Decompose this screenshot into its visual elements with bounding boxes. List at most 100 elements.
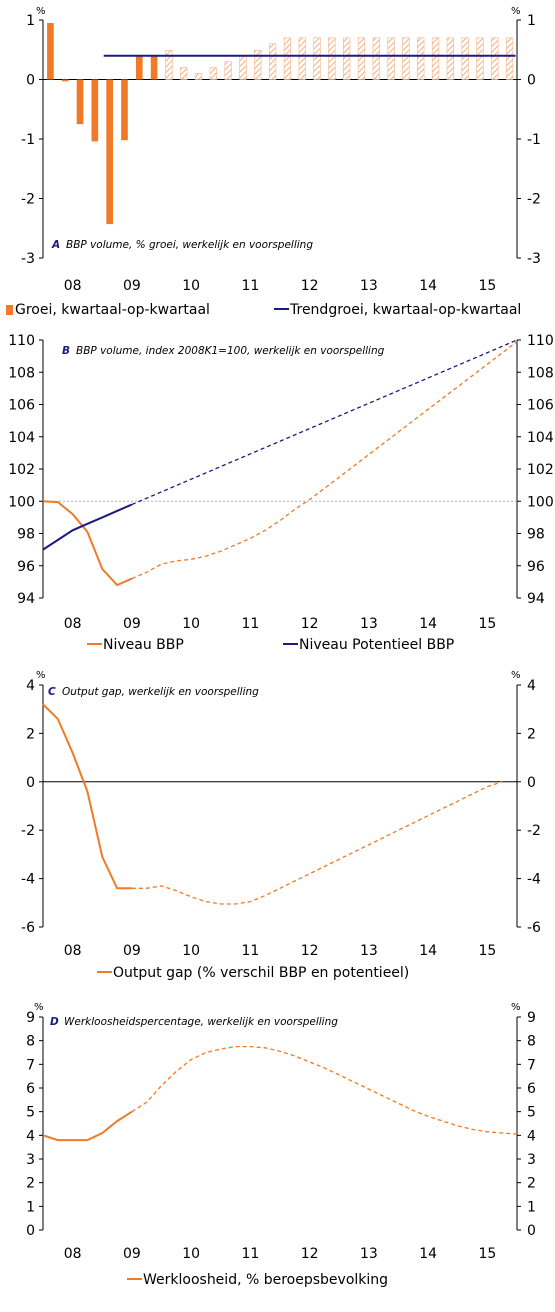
panel-d-ytick-label-right: 5 xyxy=(527,1105,536,1121)
panel-d-ytick-label-right: 0 xyxy=(527,1223,536,1239)
panel-d-ytick-label-right: 3 xyxy=(527,1152,536,1168)
growth-bar-forecast xyxy=(491,37,499,80)
legend-label-gdp: Niveau BBP xyxy=(103,637,184,653)
panel-a-xtick-label: 11 xyxy=(241,278,259,294)
panel-c-xtick-label: 12 xyxy=(301,943,319,959)
panel-b-ytick-label-right: 104 xyxy=(527,430,554,446)
panel-a-ytick-label-left: 1 xyxy=(26,13,35,29)
panel-b-ytick-label-left: 108 xyxy=(8,365,35,381)
growth-bar-forecast xyxy=(268,43,277,80)
series-b-0-forecast-line xyxy=(131,341,518,580)
panel-b-xtick-label: 11 xyxy=(241,616,259,632)
panel-c-ytick-label-right: -4 xyxy=(527,872,541,888)
panel-b-ytick-label-left: 110 xyxy=(8,333,35,349)
panel-a-ytick-label-left: 0 xyxy=(26,73,35,89)
growth-bar-forecast xyxy=(165,50,173,80)
growth-bar-forecast xyxy=(372,37,380,80)
panel-b-ytick-label-left: 104 xyxy=(8,430,35,446)
panel-d-xtick-label: 15 xyxy=(478,1246,496,1262)
growth-bar-actual xyxy=(76,79,84,125)
panel-a-xtick-label: 12 xyxy=(301,278,319,294)
growth-bar-forecast xyxy=(343,37,351,80)
panel-c-ytick-label-left: 4 xyxy=(26,678,35,694)
series-c-0-forecast-line xyxy=(131,781,503,905)
panel-c-ytick-label-left: -2 xyxy=(21,823,35,839)
panel-c-xtick-label: 09 xyxy=(123,943,141,959)
panel-c-xtick-label: 08 xyxy=(64,943,82,959)
series-d-0-actual-line xyxy=(42,1110,133,1142)
panel-c-ytick-label-left: 0 xyxy=(26,775,35,791)
legend-swatch-growth xyxy=(6,305,13,315)
growth-bar-actual xyxy=(91,79,99,142)
panel-a-ytick-label-right: -2 xyxy=(527,192,541,208)
panel-a-title: BBP volume, % groei, werkelijk en voorsp… xyxy=(66,239,313,251)
panel-b-ytick-label-left: 102 xyxy=(8,462,35,478)
panel-c-ytick-label-left: -4 xyxy=(21,872,35,888)
panel-d-letter: D xyxy=(50,1016,59,1028)
panel-a-ytick-label-right: 1 xyxy=(527,13,536,29)
panel-b-ytick-label-right: 110 xyxy=(527,333,554,349)
series-b-1-actual-line xyxy=(42,503,133,551)
growth-bar-forecast xyxy=(402,37,410,80)
panel-b-ytick-label-right: 108 xyxy=(527,365,554,381)
growth-bar-forecast xyxy=(180,67,188,80)
panel-c-legend: Output gap (% verschil BBP en potentieel… xyxy=(97,965,409,981)
panel-b-legend: Niveau BBP Niveau Potentieel BBP xyxy=(87,637,454,653)
panel-d-ytick-label-right: 2 xyxy=(527,1176,536,1192)
panel-d-ytick-label-right: 1 xyxy=(527,1199,536,1215)
panel-b-ytick-label-right: 96 xyxy=(527,559,545,575)
panel-d-unit-right: % xyxy=(511,1002,521,1013)
panel-b-ytick-label-right: 100 xyxy=(527,494,554,510)
growth-bar-actual xyxy=(61,79,69,82)
panel-a-unit-right: % xyxy=(511,6,521,17)
legend-label-c: Output gap (% verschil BBP en potentieel… xyxy=(113,965,409,981)
panel-b-xtick-label: 13 xyxy=(360,616,378,632)
panel-d-xtick-label: 12 xyxy=(301,1246,319,1262)
panel-a-ytick-label-right: -1 xyxy=(527,132,541,148)
growth-bar-forecast xyxy=(298,37,306,80)
panel-c-title: Output gap, werkelijk en voorspelling xyxy=(62,686,259,698)
panel-d-xtick-label: 08 xyxy=(64,1246,82,1262)
growth-bar-actual xyxy=(121,79,128,141)
panel-d-ytick-label-right: 8 xyxy=(527,1034,536,1050)
panel-d-ytick-label-left: 1 xyxy=(26,1199,35,1215)
panel-d-ytick-label-right: 4 xyxy=(527,1128,536,1144)
growth-bar-actual xyxy=(106,79,113,225)
panel-b-ytick-label-left: 98 xyxy=(17,527,35,543)
panel-a-xtick-label: 15 xyxy=(478,278,496,294)
panel-c-letter: C xyxy=(48,686,56,698)
panel-d-ytick-label-right: 7 xyxy=(527,1057,536,1073)
legend-label-trend: Trendgroei, kwartaal-op-kwartaal xyxy=(289,302,521,318)
series-d-0-forecast-line xyxy=(131,1045,518,1135)
panel-c-xtick-label: 13 xyxy=(360,943,378,959)
panel-a-legend: Groei, kwartaal-op-kwartaal Trendgroei, k… xyxy=(6,302,521,318)
panel-a-xtick-label: 10 xyxy=(182,278,200,294)
panel-b-ytick-label-left: 96 xyxy=(17,559,35,575)
growth-bar-forecast xyxy=(476,37,484,80)
panel-d-xtick-label: 13 xyxy=(360,1246,378,1262)
growth-bar-forecast xyxy=(505,37,514,80)
panel-b-ytick-label-right: 106 xyxy=(527,398,554,414)
growth-bar-forecast xyxy=(417,37,425,80)
legend-label-growth: Groei, kwartaal-op-kwartaal xyxy=(15,302,210,318)
panel-a-xtick-label: 13 xyxy=(360,278,378,294)
series-c-0-actual-line xyxy=(42,703,132,890)
panel-a-ytick-label-left: -2 xyxy=(21,192,35,208)
panel-b-title: BBP volume, index 2008K1=100, werkelijk … xyxy=(76,345,385,357)
growth-bar-forecast xyxy=(313,37,321,80)
growth-bar-actual xyxy=(150,55,158,80)
growth-bar-actual xyxy=(135,55,143,80)
panel-c-xtick-label: 10 xyxy=(182,943,200,959)
panel-c-ytick-label-right: -2 xyxy=(527,823,541,839)
growth-bar-forecast xyxy=(461,37,469,80)
panel-c-ytick-label-right: 4 xyxy=(527,678,536,694)
panel-c-ytick-label-right: -6 xyxy=(527,920,541,936)
panel-d-ytick-label-right: 9 xyxy=(527,1010,536,1026)
growth-bar-forecast xyxy=(209,67,217,80)
panel-b-ytick-label-right: 94 xyxy=(527,591,545,607)
panel-b-xtick-label: 15 xyxy=(478,616,496,632)
series-b-0-actual-line xyxy=(42,500,133,587)
panel-b-ytick-label-left: 94 xyxy=(17,591,35,607)
panel-c-ytick-label-left: 2 xyxy=(26,726,35,742)
